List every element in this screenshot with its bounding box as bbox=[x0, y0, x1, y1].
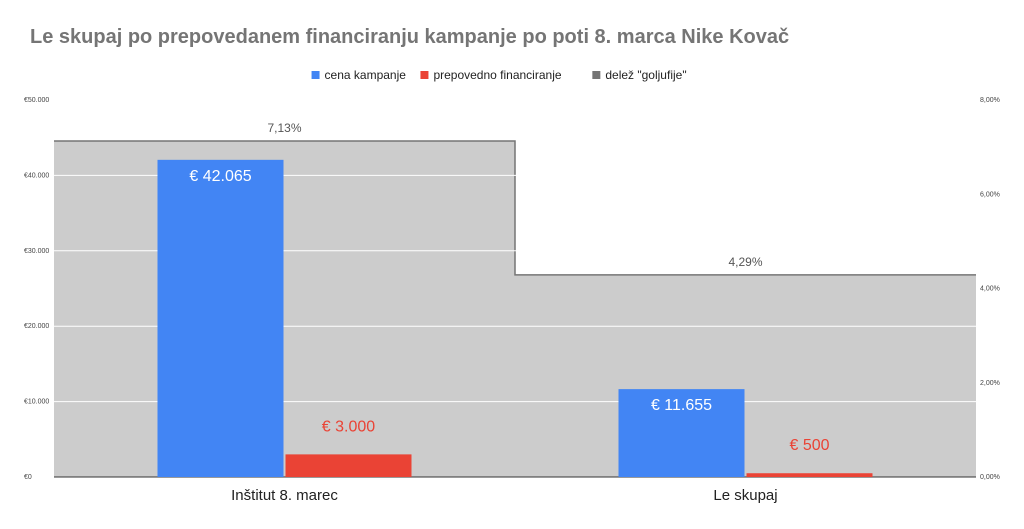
legend-label: prepovedno financiranje bbox=[433, 68, 561, 82]
y-axis-left: €0 €10.000 €20.000 €30.000 €40.000 €50.000 bbox=[24, 97, 49, 481]
bar-label: € 3.000 bbox=[322, 418, 375, 435]
x-axis: Inštitut 8. marec Le skupaj bbox=[231, 487, 777, 504]
y-tick-right: 6,00% bbox=[980, 191, 1000, 198]
y-tick-left: €50.000 bbox=[24, 97, 49, 104]
share-area bbox=[54, 140, 976, 477]
bar bbox=[618, 389, 745, 477]
y-tick-left: €0 bbox=[24, 474, 32, 481]
bar bbox=[157, 159, 284, 477]
y-tick-left: €30.000 bbox=[24, 248, 49, 255]
legend: cena kampanje prepovedno financiranje dele… bbox=[311, 68, 687, 82]
legend-swatch bbox=[311, 71, 320, 79]
y-tick-right: 2,00% bbox=[980, 380, 1000, 387]
bars bbox=[157, 159, 873, 477]
share-label: 7,13% bbox=[267, 121, 301, 135]
y-tick-right: 4,00% bbox=[980, 286, 1000, 293]
legend-swatch bbox=[420, 71, 429, 79]
y-tick-left: €10.000 bbox=[24, 399, 49, 406]
data-labels: 7,13% 4,29% € 42.065 € 3.000 € 11.655 € 500 bbox=[189, 121, 829, 454]
y-tick-right: 0,00% bbox=[980, 474, 1000, 481]
bar-label: € 500 bbox=[789, 437, 829, 454]
chart-title: Le skupaj po prepovedanem financiranju k… bbox=[30, 26, 789, 48]
share-area-line bbox=[54, 140, 976, 276]
x-tick-label: Inštitut 8. marec bbox=[231, 487, 338, 504]
x-tick-label: Le skupaj bbox=[713, 487, 777, 504]
legend-label: cena kampanje bbox=[325, 68, 407, 82]
bar bbox=[746, 473, 873, 477]
bar-label: € 11.655 bbox=[651, 397, 712, 414]
share-label: 4,29% bbox=[728, 255, 762, 269]
share-area-fill bbox=[54, 140, 976, 477]
bar bbox=[285, 454, 412, 477]
y-tick-left: €40.000 bbox=[24, 172, 49, 179]
y-axis-right: 0,00% 2,00% 4,00% 6,00% 8,00% bbox=[980, 97, 1000, 481]
bar-label: € 42.065 bbox=[189, 168, 251, 185]
legend-label: delež "goljufije" bbox=[605, 68, 686, 82]
y-tick-left: €20.000 bbox=[24, 323, 49, 330]
legend-swatch bbox=[592, 71, 601, 79]
y-tick-right: 8,00% bbox=[980, 97, 1000, 104]
